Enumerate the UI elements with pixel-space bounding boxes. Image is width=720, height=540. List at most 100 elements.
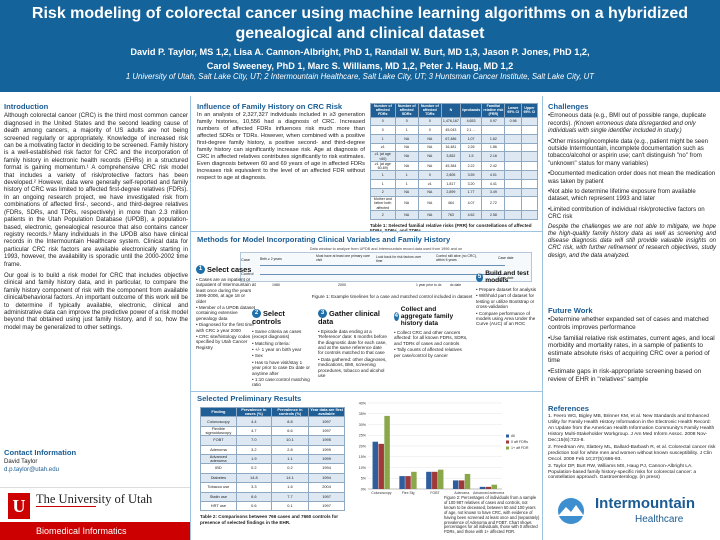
table-cell: IBD (200, 463, 237, 474)
timeline-label-alive: Control still alive (no CRC), within 5 y… (436, 254, 477, 262)
x-tick-label: Adenoma (454, 491, 469, 495)
bar-chart-svg: 0% 5% 10% 15% 20% 25% 30% 35% 40% Colonoscopy Flex… (359, 401, 529, 495)
step-2-bullets: • Same criteria as cases (except diagnos… (252, 329, 312, 388)
bar-0-1 (378, 443, 384, 489)
table-header-cell: Number of affected TDRs (417, 103, 442, 118)
table-cell: 45,384 (440, 160, 461, 172)
table-cell: 6.6 (270, 425, 310, 437)
table-cell: 2.16 (481, 151, 506, 162)
future-work-item: •Determine whether expanded set of cases… (548, 316, 709, 331)
results-heading: Selected Preliminary Results (197, 394, 302, 403)
results-table-block: Finding Prevalence in cases (%) Prevalence… (200, 406, 345, 526)
step-1-number: 1 (196, 265, 205, 274)
step-1-bullet: • Cases are an inpatient or outpatient o… (196, 277, 256, 304)
intermountain-logo-block: Intermountain Healthcare (543, 486, 720, 540)
step-3-title: Gather clinical data (318, 308, 380, 326)
results-section: Selected Preliminary Results (197, 394, 397, 404)
step-2: 2 Select controls • Same criteria as case… (252, 309, 312, 389)
table-cell: 1995 (308, 435, 345, 446)
table-row: Tobacco use 3.3 1.6 2004 (200, 482, 345, 493)
table-cell (520, 187, 539, 198)
legend-swatch (506, 440, 509, 444)
table-cell: NA (394, 160, 419, 172)
step-4-number: 4 (394, 312, 399, 321)
table-cell: 8.8 (270, 416, 310, 427)
table-row: HRT use 0.6 0.1 1997 (200, 500, 345, 512)
step-5: 5 Build and test models • Prepare dataset… (476, 270, 540, 328)
table-cell: 7.0 (235, 435, 272, 446)
table-cell: 0 (417, 125, 442, 135)
intermountain-name: Intermountain (595, 495, 695, 512)
step-2-bullet: • 1:10 case:control matching ratio (252, 376, 310, 388)
table-cell: 1.62 (481, 134, 506, 144)
table-cell: NA (394, 142, 419, 153)
table-cell (504, 151, 522, 162)
bar-2-1 (432, 471, 438, 489)
table-cell: 1997 (308, 425, 345, 437)
table-cell: 3.49 (481, 187, 506, 198)
challenge-item: •Not able to determine lifetime exposure… (548, 188, 696, 203)
methods-heading: Methods for Model Incorporating Clinical… (197, 235, 451, 244)
step-1: 1 Select cases • Cases are an inpatient o… (196, 265, 256, 351)
table-cell: Statin use (200, 491, 237, 502)
table-header-cell: Upper 95% CI (520, 103, 539, 118)
challenge-item: •Limited contribution of individual risk… (548, 205, 705, 221)
step-2-bullet: • Matching criteria: (252, 340, 290, 346)
y-tick-label: 40% (359, 401, 367, 405)
table-header-cell: Number of affected SDRs (394, 103, 419, 118)
step-1-bullet: • CRC site/histology codes specified by … (196, 334, 251, 350)
contact-email[interactable]: d.p.taylor@utah.edu (4, 465, 59, 473)
table-cell: 3.3 (235, 482, 272, 493)
timeline-axis-control (260, 274, 505, 275)
table-cell: Advanced adenoma (200, 453, 237, 465)
poster-header: Risk modeling of colorectal cancer using… (0, 0, 720, 92)
future-work-list: •Determine whether expanded set of cases… (548, 316, 716, 383)
table-cell: 1994 (308, 463, 345, 474)
table-row: 0 0 0 1,476,167 4,653 0.97 0.96 (370, 116, 539, 127)
table-row: 1 1 ≥1 1,817 3.20 4.41 (370, 178, 539, 189)
table-cell: 1 (394, 170, 419, 180)
bar-4-2 (491, 484, 498, 489)
future-work-item: •Estimate gaps in risk-appropriate scree… (548, 367, 702, 383)
table-cell: 1,07 (459, 134, 483, 144)
step-4-bullet: • Tally counts of affected relatives per… (394, 347, 462, 358)
poster-title: Risk modeling of colorectal cancer using… (31, 5, 689, 42)
table-cell (504, 187, 522, 198)
y-tick-label: 0% (361, 487, 367, 491)
table-cell: 4.62 (459, 209, 483, 220)
table-row: 0 1 0 45,043 2,1 ... (370, 125, 539, 135)
table-cell: 0 (417, 170, 442, 180)
timeline-year-1980: 1980 (272, 283, 280, 287)
table-cell (520, 196, 539, 211)
table-cell: 2.42 (481, 160, 506, 172)
table-cell: 2 (370, 187, 396, 198)
legend-label: All (511, 434, 515, 438)
step-4-title: Collect and aggregate family history dat… (400, 306, 454, 327)
table-cell: 16,481 (440, 142, 461, 153)
timeline-label-case: Case (241, 257, 251, 262)
bar-3-0 (452, 480, 459, 489)
step-2-title: Select controls (252, 308, 285, 326)
y-tick-label: 15% (359, 455, 367, 459)
timeline-label-visit: Must have at least one primary care visi… (316, 254, 370, 262)
table-cell (504, 125, 522, 135)
table-cell: 0.6 (235, 500, 272, 512)
column-separator-1 (190, 96, 191, 540)
future-work-heading: Future Work (548, 306, 593, 315)
table-row: IBD 0.2 0.2 1994 (200, 463, 345, 474)
table-cell: 1999 (308, 444, 345, 456)
y-tick-label: 25% (359, 434, 367, 438)
table-cell (481, 125, 506, 135)
step-2-bullet: • Same criteria as cases (except diagnos… (252, 328, 302, 340)
bar-0-0 (372, 441, 379, 489)
authors-line-2: Carol Sweeney, PhD 1, Marc S. Williams, … (206, 61, 514, 71)
references-heading: References (548, 404, 589, 413)
table-cell (520, 178, 539, 189)
step-4-bullet: • Collect CRC and other cancers affected… (394, 330, 468, 346)
column-separator-2 (542, 96, 543, 540)
table-row: Colonoscopy 4.4 8.8 1997 (200, 416, 345, 427)
legend-swatch (506, 434, 509, 438)
step-1-bullet: • Member of a UPDB dataset containing ex… (196, 305, 256, 321)
table-cell (504, 160, 522, 172)
influence-section: Influence of Family History on CRC Risk … (197, 102, 365, 186)
